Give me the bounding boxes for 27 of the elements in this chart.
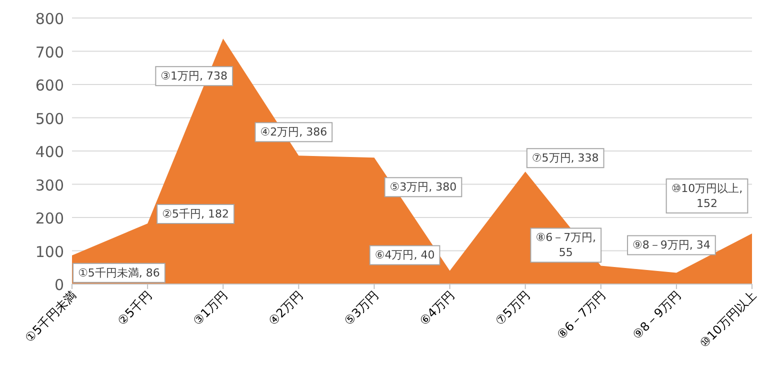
y-tick-label: 200 <box>35 210 64 228</box>
y-tick-label: 800 <box>35 10 64 28</box>
data-label: ⑦5万円, 338 <box>532 152 599 165</box>
x-tick-label: ②5千円 <box>114 288 155 328</box>
y-tick-label: 300 <box>35 176 64 194</box>
x-tick-label: ③1万円 <box>190 288 230 328</box>
data-label: ⑧6－7万円, 55 <box>536 231 596 260</box>
x-tick-label: ⑧6－7万円 <box>554 288 608 342</box>
y-tick-label: 0 <box>54 276 64 294</box>
x-tick-label: ⑤3万円 <box>341 288 382 328</box>
x-tick-label: ④2万円 <box>266 288 306 328</box>
data-label: ⑨8－9万円, 34 <box>632 238 710 252</box>
x-tick-label: ⑥4万円 <box>417 288 457 328</box>
data-label: ④2万円, 386 <box>260 126 328 139</box>
y-tick-label: 500 <box>35 110 64 128</box>
y-tick-label: 600 <box>35 76 64 94</box>
y-tick-label: 100 <box>35 242 64 261</box>
data-label: ③1万円, 738 <box>160 70 228 83</box>
data-label: ⑤3万円, 380 <box>390 180 457 194</box>
data-label: ②5千円, 182 <box>162 207 229 220</box>
x-tick-label: ⑦5万円 <box>492 288 532 328</box>
data-label: ①5千円未満, 86 <box>78 266 160 280</box>
data-label: ⑥4万円, 40 <box>374 248 435 262</box>
y-tick-label: 700 <box>35 43 64 62</box>
data-label: ⑩10万円以上, 152 <box>671 182 743 210</box>
x-tick-label: ⑨8－9万円 <box>630 288 684 342</box>
y-tick-label: 400 <box>35 143 64 161</box>
